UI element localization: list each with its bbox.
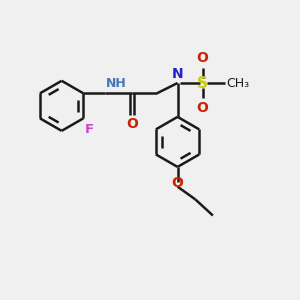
- Text: O: O: [126, 117, 138, 131]
- Text: O: O: [197, 51, 208, 65]
- Text: N: N: [172, 67, 183, 81]
- Text: F: F: [85, 123, 94, 136]
- Text: S: S: [197, 76, 208, 91]
- Text: O: O: [172, 176, 184, 190]
- Text: NH: NH: [106, 77, 127, 90]
- Text: O: O: [197, 101, 208, 115]
- Text: CH₃: CH₃: [227, 76, 250, 89]
